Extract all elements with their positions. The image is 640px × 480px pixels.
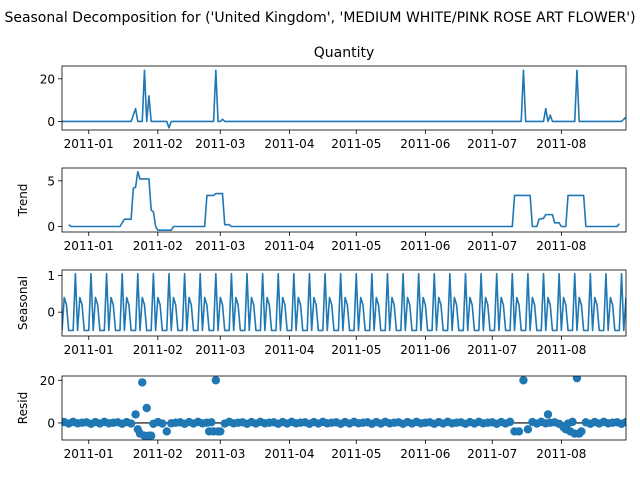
series-line <box>68 170 620 231</box>
series-line <box>62 69 626 129</box>
resid-point <box>572 376 582 383</box>
y-tick-label: 5 <box>47 174 55 188</box>
y-axis-label: Resid <box>16 392 30 424</box>
resid-point <box>519 376 528 385</box>
axes-frame <box>61 375 627 441</box>
x-tick-label: 2011-01 <box>64 447 114 461</box>
plot-area <box>68 170 620 231</box>
panel-1: 2011-01 2011-02 2011-03 2011-04 2011-05 2011-… <box>40 45 627 151</box>
plot-area <box>62 69 626 129</box>
x-tick-label: 2011-08 <box>536 343 586 357</box>
resid-point <box>577 427 586 436</box>
y-tick-label: 1 <box>47 269 55 283</box>
panel-title: Quantity <box>314 45 375 61</box>
x-tick-label: 2011-03 <box>195 343 245 357</box>
panels-group: 2011-01 2011-02 2011-03 2011-04 2011-05 2011-… <box>16 45 627 461</box>
x-tick-label: 2011-02 <box>133 239 183 253</box>
resid-point <box>216 427 225 436</box>
x-tick-label: 2011-06 <box>400 239 450 253</box>
x-tick-label: 2011-06 <box>400 343 450 357</box>
x-tick-label: 2011-03 <box>195 447 245 461</box>
x-tick-label: 2011-07 <box>467 343 517 357</box>
resid-point <box>505 417 515 427</box>
x-tick-label: 2011-03 <box>195 239 245 253</box>
x-tick-label: 2011-04 <box>264 343 314 357</box>
plot-area <box>62 272 626 332</box>
x-tick-label: 2011-02 <box>133 137 183 151</box>
resid-point <box>514 427 524 436</box>
resid-point <box>158 419 167 428</box>
x-tick-label: 2011-05 <box>331 137 381 151</box>
y-tick-label: 0 <box>47 220 55 234</box>
y-tick-label: 0 <box>47 115 55 129</box>
resid-point <box>138 378 147 387</box>
x-tick-label: 2011-07 <box>467 447 517 461</box>
x-tick-label: 2011-04 <box>264 137 314 151</box>
resid-point <box>523 425 533 434</box>
resid-point <box>211 376 221 385</box>
x-tick-label: 2011-07 <box>467 239 517 253</box>
resid-point <box>543 410 553 419</box>
x-tick-label: 2011-08 <box>536 137 586 151</box>
x-tick-label: 2011-05 <box>331 343 381 357</box>
resid-point <box>131 410 140 419</box>
x-tick-label: 2011-04 <box>264 447 314 461</box>
x-tick-label: 2011-01 <box>64 137 114 151</box>
x-tick-label: 2011-07 <box>467 137 517 151</box>
x-tick-label: 2011-08 <box>536 447 586 461</box>
x-tick-label: 2011-02 <box>133 447 183 461</box>
y-axis-label: Seasonal <box>16 276 30 330</box>
resid-point <box>142 403 151 413</box>
resid-point <box>162 427 171 436</box>
x-tick-label: 2011-06 <box>400 447 450 461</box>
figure-suptitle: Seasonal Decomposition for ('United King… <box>4 10 635 26</box>
y-tick-label: 0 <box>47 416 55 430</box>
resid-point <box>207 418 216 427</box>
resid-point <box>126 419 136 428</box>
panel-3: 2011-01 2011-02 2011-03 2011-04 2011-05 2011-… <box>16 269 627 357</box>
x-tick-label: 2011-05 <box>331 239 381 253</box>
resid-point <box>146 431 156 440</box>
x-tick-label: 2011-02 <box>133 343 183 357</box>
resid-point <box>568 417 577 427</box>
y-axis-label: Trend <box>16 184 30 218</box>
x-tick-label: 2011-04 <box>264 239 314 253</box>
y-tick-label: 0 <box>47 306 55 320</box>
y-tick-label: 20 <box>40 72 55 86</box>
x-tick-label: 2011-03 <box>195 137 245 151</box>
y-tick-label: 20 <box>40 374 55 388</box>
axes-frame <box>61 167 627 233</box>
axes-frame <box>61 269 627 337</box>
axes-frame <box>61 65 627 131</box>
series-line <box>62 272 626 332</box>
x-tick-label: 2011-01 <box>64 343 114 357</box>
x-tick-label: 2011-08 <box>536 239 586 253</box>
panel-4: 2011-01 2011-02 2011-03 2011-04 2011-05 2011-… <box>16 374 627 461</box>
panel-2: 2011-01 2011-02 2011-03 2011-04 2011-05 2011-… <box>16 167 627 253</box>
x-tick-label: 2011-06 <box>400 137 450 151</box>
plot-area <box>62 376 626 440</box>
x-tick-label: 2011-05 <box>331 447 381 461</box>
resid-point <box>621 417 626 427</box>
x-tick-label: 2011-01 <box>64 239 114 253</box>
